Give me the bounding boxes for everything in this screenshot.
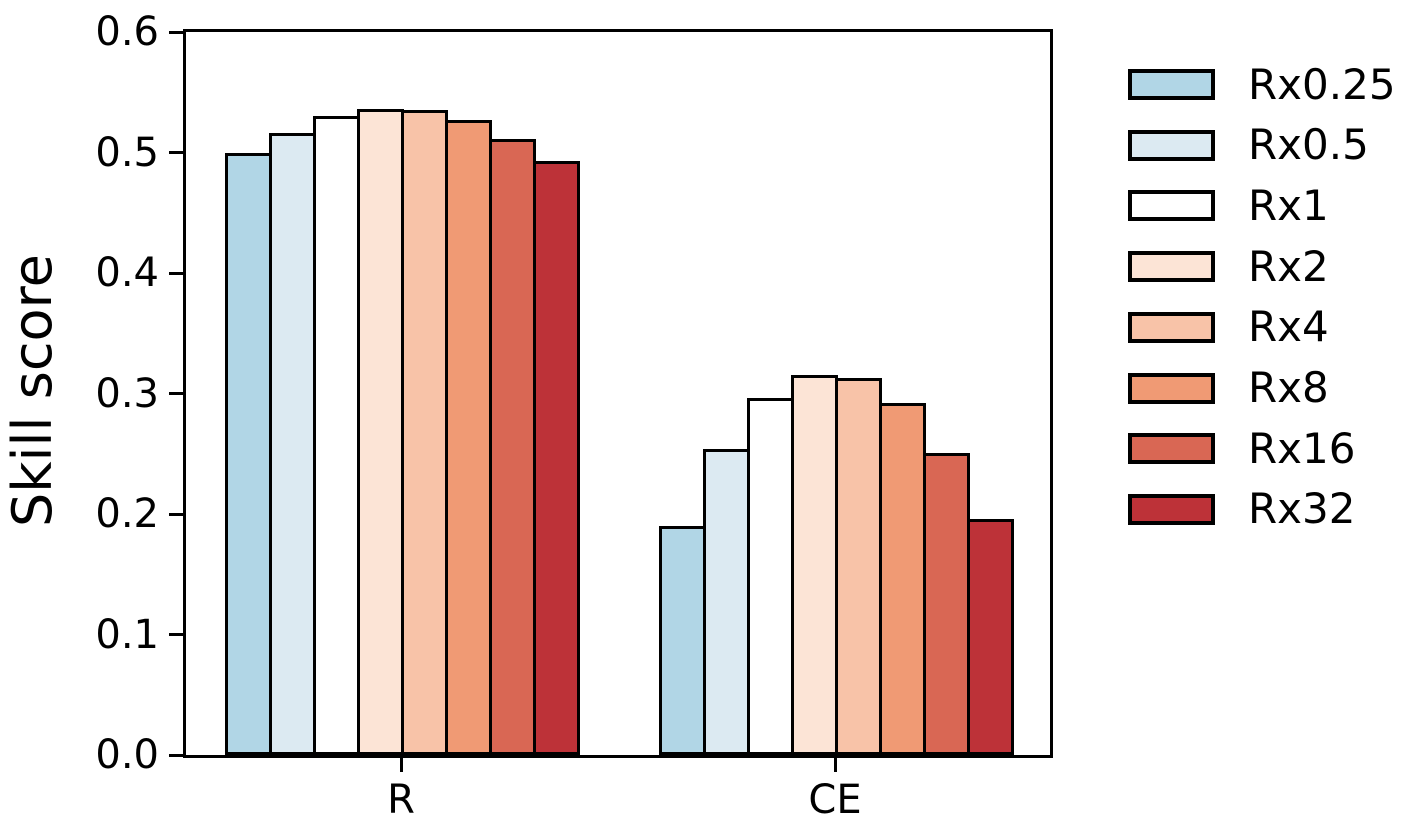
bar-CE-Rx2 <box>791 375 838 755</box>
bar-R-Rx0.25 <box>225 152 272 755</box>
legend-swatch-Rx1 <box>1128 190 1215 222</box>
legend-label-Rx32: Rx32 <box>1248 484 1356 534</box>
bar-R-Rx2 <box>357 109 404 755</box>
y-tick-label-0.1: 0.1 <box>95 611 159 658</box>
legend-swatch-Rx0.5 <box>1128 129 1215 161</box>
y-tick-mark-0.0 <box>169 753 183 757</box>
y-tick-mark-0.5 <box>169 151 183 154</box>
y-tick-mark-0.2 <box>169 512 183 516</box>
bar-R-Rx32 <box>533 160 580 755</box>
y-axis-label: Skill score <box>1 254 64 527</box>
y-tick-label-0.5: 0.5 <box>95 129 159 176</box>
bar-R-Rx0.5 <box>269 133 316 755</box>
bar-CE-Rx32 <box>967 518 1014 755</box>
legend-label-Rx4: Rx4 <box>1248 302 1329 352</box>
y-tick-mark-0.4 <box>169 271 183 275</box>
y-tick-mark-0.1 <box>169 633 183 636</box>
legend-label-Rx2: Rx2 <box>1248 241 1329 291</box>
y-tick-label-0.3: 0.3 <box>95 370 159 417</box>
legend-label-Rx8: Rx8 <box>1248 363 1329 412</box>
x-tick-label-CE: CE <box>808 777 862 823</box>
legend-swatch-Rx32 <box>1128 493 1215 525</box>
legend-swatch-Rx2 <box>1128 251 1215 283</box>
legend-label-Rx0.5: Rx0.5 <box>1248 120 1369 170</box>
legend-swatch-Rx8 <box>1128 372 1215 404</box>
bar-CE-Rx16 <box>923 452 970 755</box>
bar-R-Rx16 <box>489 139 536 755</box>
bar-R-Rx4 <box>401 110 448 755</box>
x-tick-mark-CE <box>833 758 837 772</box>
y-tick-label-0.4: 0.4 <box>95 250 159 296</box>
x-tick-mark-R <box>399 758 403 772</box>
legend-swatch-Rx4 <box>1128 311 1215 343</box>
y-tick-label-0.0: 0.0 <box>95 732 159 778</box>
y-tick-label-0.6: 0.6 <box>95 9 159 55</box>
bar-R-Rx8 <box>445 119 492 755</box>
bar-CE-Rx0.25 <box>659 526 706 755</box>
bar-CE-Rx8 <box>879 403 926 755</box>
legend-label-Rx16: Rx16 <box>1248 423 1356 473</box>
legend-swatch-Rx16 <box>1128 433 1215 465</box>
y-tick-mark-0.6 <box>169 30 183 34</box>
legend-label-Rx1: Rx1 <box>1248 180 1329 230</box>
legend-swatch-Rx0.25 <box>1128 69 1215 100</box>
bar-CE-Rx0.5 <box>703 448 750 755</box>
y-tick-label-0.2: 0.2 <box>95 491 159 537</box>
x-tick-label-R: R <box>387 777 415 823</box>
bar-CE-Rx4 <box>835 377 882 755</box>
legend-label-Rx0.25: Rx0.25 <box>1248 59 1396 109</box>
bar-R-Rx1 <box>313 116 360 755</box>
bar-CE-Rx1 <box>747 398 794 755</box>
y-tick-mark-0.3 <box>169 392 183 395</box>
